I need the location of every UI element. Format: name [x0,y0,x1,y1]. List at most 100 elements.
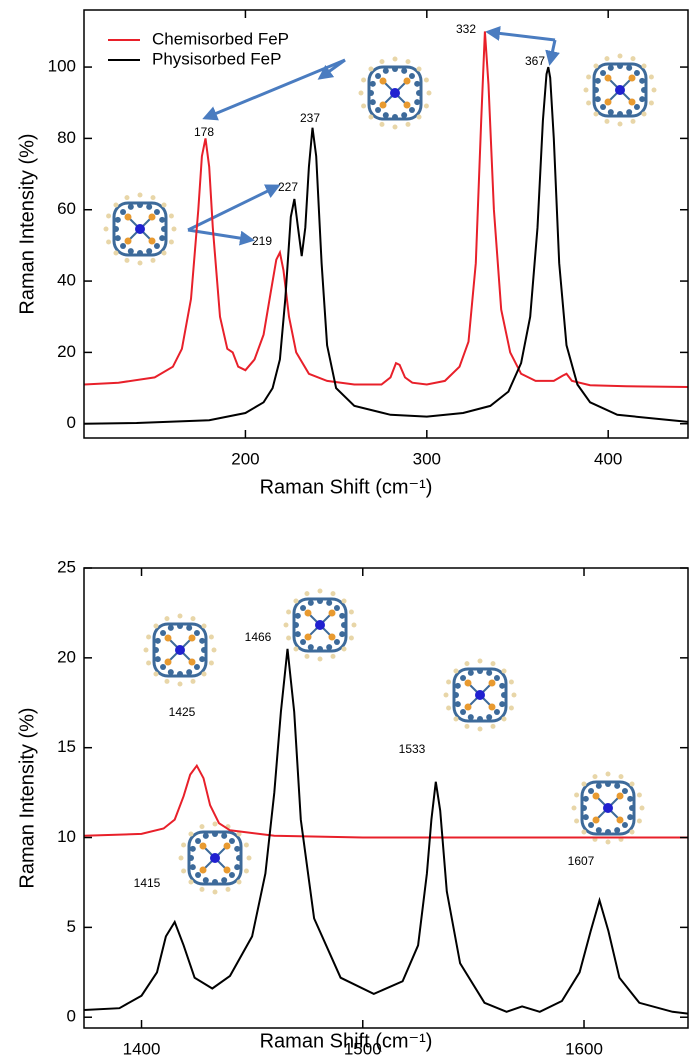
molecule-atom [127,203,134,210]
molecule-atom [120,242,127,249]
molecule-atom [326,644,333,651]
molecule-atom [106,239,112,245]
molecule-atom [408,73,415,80]
molecule-atom [501,716,507,722]
molecule-atom [146,660,152,666]
molecule-atom [150,195,156,201]
molecule-atom [453,668,459,674]
molecule-atom [164,616,170,622]
molecule-icon [103,192,177,266]
molecule-atom [304,633,312,641]
molecule-icon [583,53,657,127]
molecule-atom [223,842,231,850]
y-tick-label: 25 [57,557,76,576]
molecule-atom [294,612,301,619]
peak-label: 1415 [134,876,161,890]
molecule-atom [593,63,599,69]
molecule-atom [464,661,470,667]
pointer-arrow [202,58,346,121]
molecule-atom [614,782,621,789]
peak-label: 237 [300,111,320,125]
molecule-atom [333,638,340,645]
molecule-center [175,645,185,655]
molecule-atom [330,591,336,597]
molecule-atom [639,96,646,103]
molecule-atom [501,692,507,698]
molecule-atom [488,703,496,711]
molecule-atom [477,658,483,664]
molecule-atom [592,792,600,800]
pointer-arrow [485,25,556,42]
y-tick-label: 20 [57,342,76,361]
molecule-atom [582,795,589,802]
molecule-atom [630,56,636,62]
molecule-atom [616,792,624,800]
y-tick-label: 80 [57,128,76,147]
molecule-atom [177,681,183,687]
x-tick-label: 300 [413,449,441,468]
molecule-atom [648,74,654,80]
molecule-atom [167,624,174,631]
molecule-center [315,620,325,630]
molecule-atom [161,226,167,232]
molecule-atom [588,821,595,828]
molecule-atom [616,816,624,824]
molecule-atom [581,781,587,787]
molecule-atom [375,106,382,113]
x-tick-label: 400 [594,449,622,468]
y-tick-label: 100 [48,57,76,76]
molecule-atom [379,77,387,85]
molecule-atom [426,90,432,96]
pointer-arrow [187,228,255,246]
molecule-atom [201,647,207,653]
molecule-atom [617,63,623,69]
molecule-atom [604,74,612,82]
molecule-atom [153,647,159,653]
peak-label: 178 [194,125,214,139]
molecule-atom [467,669,474,676]
molecule-atom [423,103,429,109]
molecule-atom [392,56,398,62]
x-axis-title: Raman Shift (cm⁻¹) [260,1030,433,1052]
molecule-atom [629,829,635,835]
molecule-atom [154,656,161,663]
molecule-atom [382,67,389,74]
molecule-atom [236,879,242,885]
molecule-atom [627,795,634,802]
molecule-atom [639,77,646,84]
molecule-atom [193,663,200,670]
molecule-atom [212,821,218,827]
molecule-atom [582,814,589,821]
molecule-atom [460,675,467,682]
molecule-atom [199,886,205,892]
molecule-atom [651,87,657,93]
molecule-atom [304,591,310,597]
molecule-atom [464,723,470,729]
molecule-atom [137,260,143,266]
molecule-atom [604,56,610,62]
molecule-atom [348,635,354,641]
molecule-atom [401,112,408,119]
molecule-atom [605,771,611,777]
molecule-icon [283,588,357,662]
molecule-atom [382,112,389,119]
molecule-atom [177,623,183,629]
molecule-atom [493,708,500,715]
molecule-atom [511,692,517,698]
molecule-atom [300,638,307,645]
molecule-atom [621,821,628,828]
molecule-atom [201,671,207,677]
molecule-atom [392,124,398,130]
molecule-atom [628,74,636,82]
molecule-atom [333,605,340,612]
molecule-atom [358,90,364,96]
molecule-atom [581,829,587,835]
molecule-atom [593,87,599,93]
molecule-atom [467,714,474,721]
molecule-atom [137,202,143,208]
spectrum-line [84,763,688,839]
molecule-atom [114,235,121,242]
y-tick-label: 10 [57,827,76,846]
molecule-atom [633,103,640,110]
